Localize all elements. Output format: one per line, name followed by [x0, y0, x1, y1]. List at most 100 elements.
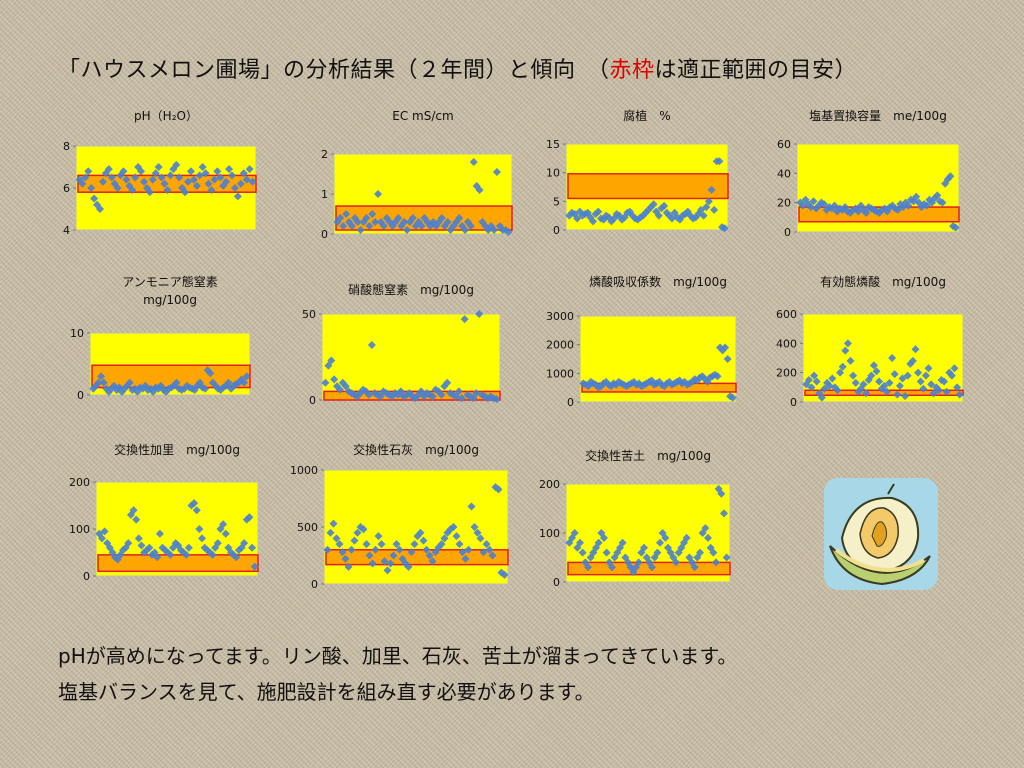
- data-point: [461, 226, 470, 234]
- data-point: [389, 551, 398, 560]
- data-point: [248, 177, 257, 186]
- data-point: [815, 389, 824, 398]
- data-point: [407, 548, 416, 557]
- data-point: [455, 214, 464, 222]
- data-point: [646, 203, 655, 212]
- data-point: [578, 211, 587, 220]
- data-point: [458, 548, 467, 557]
- data-point: [908, 356, 917, 365]
- data-point: [89, 384, 98, 393]
- data-point: [570, 529, 579, 537]
- data-point: [201, 384, 210, 393]
- data-point: [717, 489, 726, 498]
- data-point: [225, 165, 234, 174]
- data-point: [466, 392, 475, 401]
- y-tick-label: 0: [77, 389, 84, 402]
- data-point: [728, 393, 737, 402]
- data-point: [703, 377, 712, 386]
- data-point: [341, 382, 350, 391]
- data-point: [479, 548, 488, 557]
- data-point: [367, 340, 376, 349]
- data-point: [927, 380, 936, 389]
- data-point: [911, 345, 920, 354]
- data-point: [686, 211, 695, 220]
- data-point: [222, 177, 231, 186]
- data-point: [180, 384, 189, 393]
- data-point: [437, 540, 446, 549]
- data-point: [480, 392, 489, 401]
- data-point: [642, 553, 651, 562]
- data-point: [383, 566, 392, 575]
- data-point: [410, 540, 419, 549]
- data-point: [869, 361, 878, 370]
- data-point: [428, 557, 437, 566]
- data-point: [149, 387, 158, 396]
- data-point: [240, 378, 249, 387]
- data-point: [709, 548, 718, 557]
- data-point: [696, 205, 705, 214]
- data-point: [612, 209, 621, 218]
- data-point: [219, 520, 228, 529]
- data-point: [330, 375, 339, 384]
- data-point: [473, 528, 482, 537]
- data-point: [883, 207, 892, 216]
- data-point: [867, 204, 876, 213]
- data-point: [701, 524, 710, 533]
- data-point: [425, 551, 434, 560]
- chart-title: mg/100g: [143, 293, 197, 307]
- data-point: [927, 198, 936, 207]
- chart-ph: pH（H₂O） 4 6 8: [50, 109, 280, 240]
- data-point: [324, 361, 333, 370]
- data-point: [827, 204, 836, 213]
- data-point: [362, 214, 371, 222]
- data-point: [594, 538, 603, 547]
- data-point: [449, 523, 458, 531]
- data-point: [131, 173, 140, 182]
- data-point: [810, 371, 819, 380]
- data-point: [408, 214, 417, 222]
- data-point: [470, 523, 479, 531]
- data-point: [891, 204, 900, 213]
- data-point: [617, 215, 626, 224]
- data-point: [500, 570, 509, 579]
- data-point: [350, 390, 359, 399]
- data-point: [888, 201, 897, 210]
- data-point: [674, 548, 683, 557]
- data-point: [140, 177, 148, 186]
- data-point: [96, 205, 104, 213]
- data-point: [81, 173, 90, 182]
- data-point: [104, 387, 113, 396]
- data-point: [618, 538, 627, 547]
- data-point: [921, 371, 930, 380]
- data-point: [376, 392, 385, 401]
- data-point: [98, 177, 107, 186]
- data-point: [460, 315, 469, 324]
- data-point: [648, 563, 656, 572]
- y-tick-label: 10: [546, 167, 560, 180]
- data-point: [817, 393, 826, 402]
- data-point: [166, 171, 175, 180]
- data-point: [333, 218, 342, 226]
- data-point: [100, 527, 109, 536]
- data-point: [175, 173, 184, 182]
- data-point: [600, 533, 608, 542]
- data-point: [119, 167, 128, 176]
- data-point: [172, 160, 181, 169]
- data-point: [326, 528, 335, 537]
- data-point: [675, 215, 684, 224]
- y-tick-label: 2: [321, 148, 328, 161]
- y-tick-label: 100: [539, 527, 560, 540]
- data-point: [404, 562, 413, 571]
- data-point: [411, 394, 420, 403]
- data-point: [153, 553, 162, 562]
- data-point: [798, 201, 807, 210]
- data-point: [417, 222, 426, 230]
- footer-line-1: pHが高めになってます。リン酸、加里、石灰、苦土が溜まってきています。: [58, 644, 738, 668]
- data-point: [451, 392, 460, 401]
- data-point: [368, 210, 377, 218]
- data-point: [341, 554, 350, 563]
- data-point: [391, 218, 400, 226]
- data-point: [203, 366, 212, 375]
- data-point: [464, 545, 473, 554]
- data-point: [851, 204, 860, 213]
